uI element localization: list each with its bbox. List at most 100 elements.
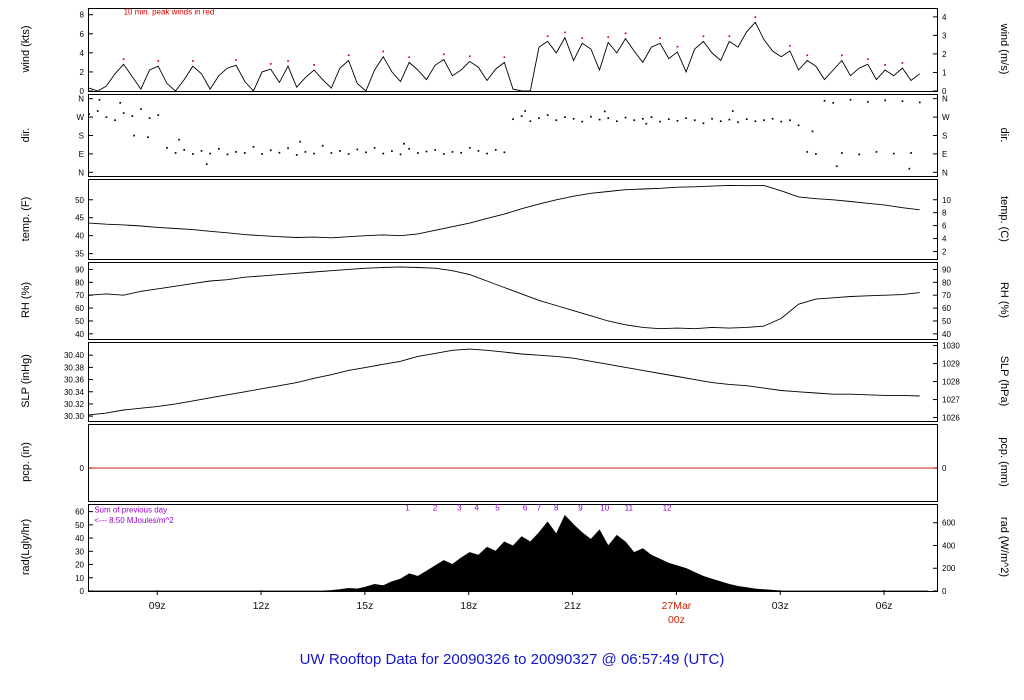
y-tick-label: N bbox=[942, 168, 948, 177]
peak-wind-dot bbox=[676, 45, 679, 48]
y-tick-label: 60 bbox=[942, 304, 951, 313]
y-tick-label: 90 bbox=[942, 265, 951, 274]
y-tick-label: 70 bbox=[942, 291, 951, 300]
y-tick-label: 200 bbox=[942, 564, 956, 573]
wind-direction-dot bbox=[434, 149, 437, 151]
y-tick-label: 1026 bbox=[942, 414, 960, 423]
y-tick-label: 4 bbox=[942, 13, 947, 22]
y-tick-label: 1 bbox=[942, 68, 947, 77]
wind-direction-dot bbox=[382, 152, 385, 155]
peak-wind-dot bbox=[313, 63, 315, 66]
y-tick-label: 70 bbox=[75, 291, 84, 300]
wind-direction-dot bbox=[243, 152, 246, 154]
y-tick-label: 50 bbox=[75, 521, 84, 530]
annotation: 10 min. peak winds in red bbox=[124, 8, 215, 17]
annotation: 3 bbox=[457, 503, 462, 512]
slp-ylabel-right: SLP (hPa) bbox=[998, 355, 1010, 407]
y-tick-label: 1027 bbox=[942, 396, 960, 405]
wind-direction-outliers-dot bbox=[731, 110, 734, 112]
x-tick-label: 21z bbox=[564, 600, 581, 612]
wind-direction-outliers-dot bbox=[603, 110, 606, 113]
peak-wind-dot bbox=[884, 63, 886, 66]
wind-direction-dot bbox=[451, 151, 454, 153]
wind-direction-dot bbox=[417, 152, 419, 154]
wind-direction-dot bbox=[166, 146, 168, 149]
y-tick-label: 0 bbox=[80, 587, 85, 596]
wind-direction-dot bbox=[399, 153, 402, 156]
wind-direction-dot bbox=[910, 152, 912, 154]
rh-ylabel-right: RH (%) bbox=[998, 281, 1010, 319]
wind-direction-dot bbox=[486, 152, 488, 155]
wind-direction-dot bbox=[633, 119, 636, 122]
wind-direction-dot bbox=[702, 122, 705, 125]
pcp-ylabel-left: pcp. (in) bbox=[20, 442, 32, 482]
wind-direction-dot bbox=[546, 114, 549, 116]
y-tick-label: 40 bbox=[75, 232, 84, 241]
y-tick-label: 1028 bbox=[942, 378, 960, 387]
y-tick-label: 0 bbox=[80, 87, 85, 96]
wind-direction-dot bbox=[616, 120, 618, 123]
annotation: 5 bbox=[495, 503, 500, 512]
y-tick-label: 40 bbox=[75, 534, 84, 543]
wind-direction-dot bbox=[356, 148, 359, 151]
wind-direction-dot bbox=[719, 120, 722, 123]
y-tick-label: N bbox=[78, 95, 84, 104]
wind-direction-dot bbox=[295, 154, 298, 156]
wind-direction-outliers-dot bbox=[835, 165, 838, 168]
y-tick-label: 20 bbox=[75, 561, 84, 570]
x-tick-label-line2: 00z bbox=[668, 614, 685, 626]
wind-direction-dot bbox=[607, 117, 610, 120]
wind-direction-dot bbox=[131, 115, 134, 117]
wind-speed-line bbox=[88, 21, 920, 92]
x-tick-label: 09z bbox=[149, 600, 166, 612]
wind-direction-dot bbox=[624, 116, 627, 119]
y-tick-label: 2 bbox=[80, 68, 85, 77]
wind-direction-dot bbox=[391, 150, 393, 152]
y-tick-label: 40 bbox=[75, 330, 84, 339]
wind-direction-dot bbox=[477, 150, 480, 152]
wind-direction-outliers-dot bbox=[133, 134, 135, 137]
wind-direction-dot bbox=[590, 115, 592, 118]
y-tick-label: 4 bbox=[942, 235, 947, 244]
y-tick-label: 3 bbox=[942, 31, 947, 40]
wind-direction-dot bbox=[667, 118, 670, 121]
wind-direction-dot bbox=[122, 112, 125, 114]
wind-direction-dot bbox=[442, 153, 445, 155]
wind-direction-dot bbox=[209, 152, 212, 155]
panel-slp: 30.30 30.32 30.34 30.36 30.38 30.40 1026 1027 10… bbox=[64, 342, 960, 423]
y-tick-label: 45 bbox=[75, 214, 84, 223]
wind-direction-dot bbox=[192, 153, 194, 155]
wind-direction-dot bbox=[780, 120, 783, 123]
wind-direction-dot bbox=[728, 118, 731, 121]
wind-direction-outliers-dot bbox=[119, 101, 122, 104]
wind-direction-dot bbox=[269, 149, 272, 152]
annotation: 9 bbox=[578, 503, 583, 512]
peak-wind-dot bbox=[901, 62, 904, 64]
annotation: 12 bbox=[663, 503, 672, 512]
wind-direction-dot bbox=[330, 152, 333, 154]
peak-wind-dot bbox=[442, 53, 445, 56]
annotation: 8 bbox=[554, 503, 559, 512]
x-tick-label: 27Mar bbox=[662, 600, 692, 612]
wind-direction-dot bbox=[650, 116, 653, 118]
wind-direction-dot bbox=[763, 119, 765, 122]
y-tick-label: 10 bbox=[75, 574, 84, 583]
wind-direction-outliers-dot bbox=[299, 140, 302, 143]
wind-direction-dot bbox=[261, 153, 263, 155]
wind-direction-dot bbox=[685, 117, 687, 120]
wind-direction-dot bbox=[278, 151, 281, 154]
y-tick-label: 400 bbox=[942, 541, 956, 550]
wind-direction-dot bbox=[468, 146, 471, 149]
wind-direction-dot bbox=[460, 151, 462, 154]
peak-wind-dot bbox=[581, 37, 584, 39]
annotation: <--- 8.50 MJoules/m^2 bbox=[94, 516, 174, 525]
temp-ylabel-left: temp. (F) bbox=[20, 196, 32, 241]
wind-direction-dot bbox=[148, 117, 151, 120]
y-tick-label: 8 bbox=[942, 209, 947, 218]
peak-wind-dot bbox=[192, 60, 194, 62]
peak-wind-dot bbox=[287, 60, 289, 62]
wind-direction-dot bbox=[347, 153, 350, 155]
